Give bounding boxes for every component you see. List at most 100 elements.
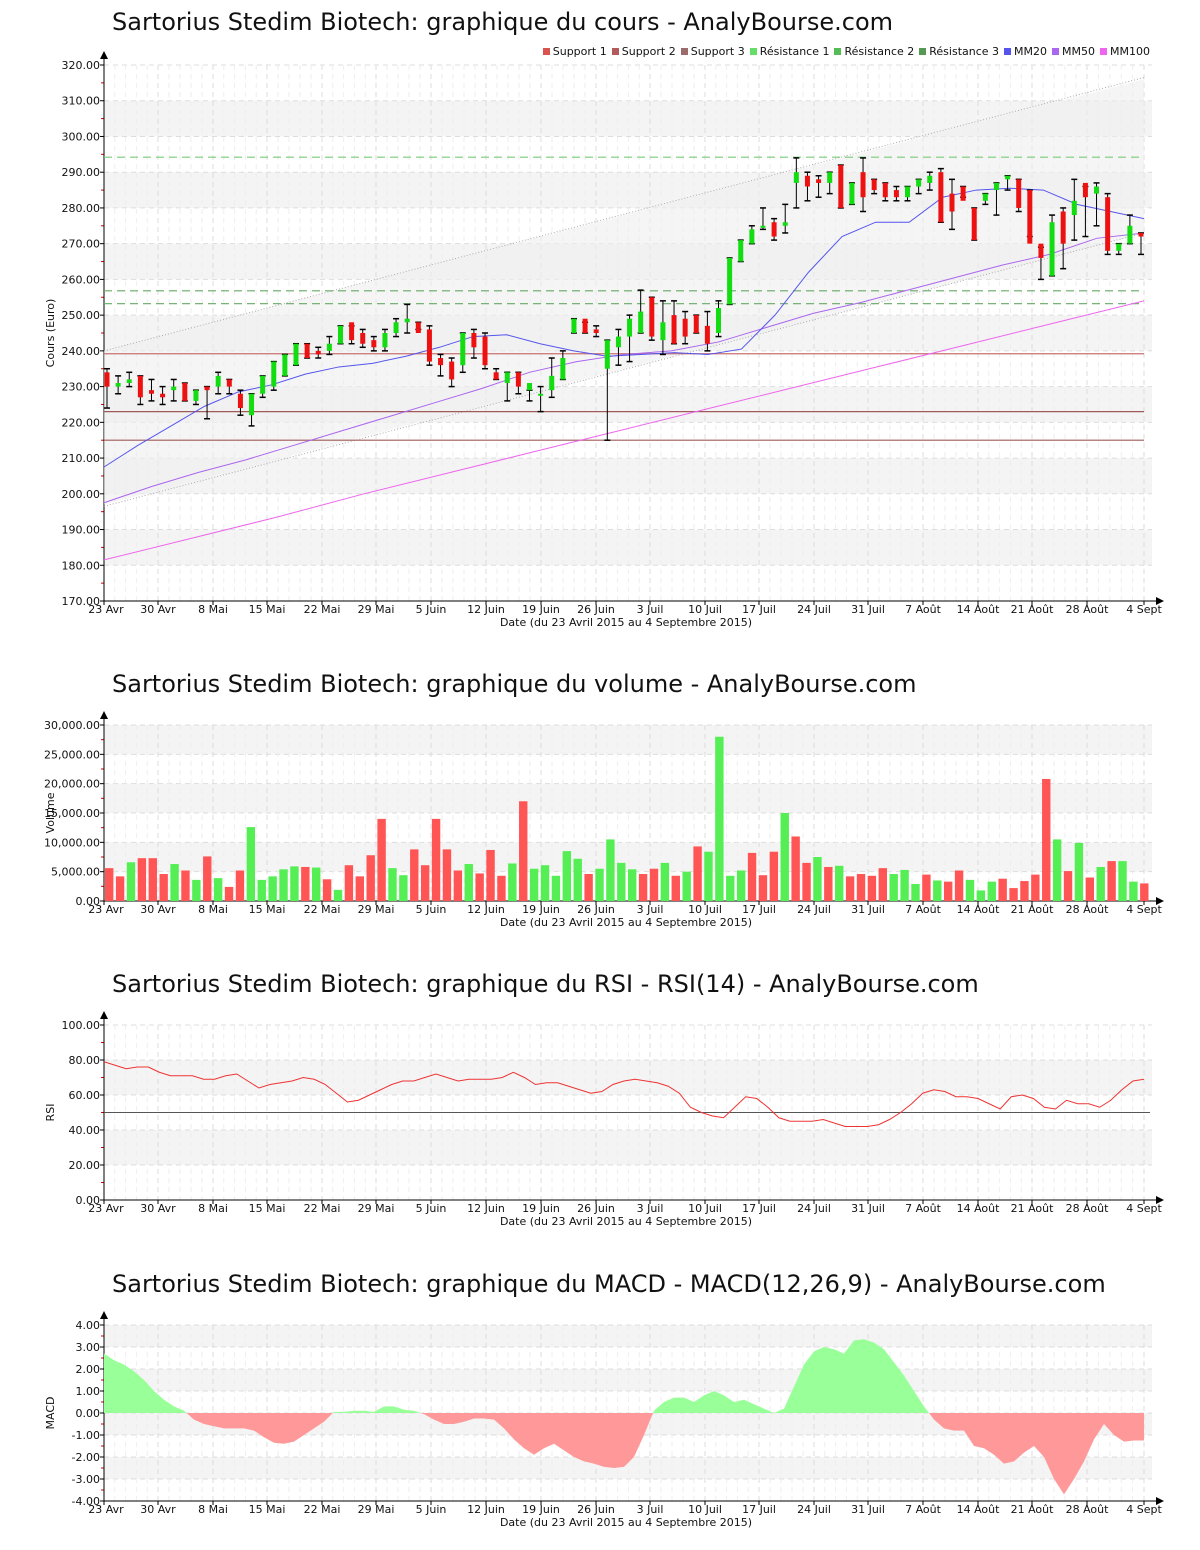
- volume-bar: [584, 874, 593, 901]
- volume-bar: [1042, 778, 1051, 901]
- svg-text:10 Juil: 10 Juil: [688, 1202, 722, 1215]
- volume-bar: [1140, 883, 1149, 901]
- svg-text:80.00: 80.00: [69, 1054, 101, 1067]
- candle: [526, 383, 533, 402]
- svg-text:270.00: 270.00: [62, 238, 101, 251]
- macd-chart-title: Sartorius Stedim Biotech: graphique du M…: [112, 1270, 1106, 1298]
- legend-swatch-icon: [1052, 48, 1060, 55]
- svg-text:240.00: 240.00: [62, 345, 101, 358]
- svg-text:15 Mai: 15 Mai: [249, 903, 286, 916]
- svg-text:180.00: 180.00: [62, 559, 101, 572]
- candle: [370, 335, 377, 352]
- volume-bar: [213, 878, 223, 901]
- svg-text:280.00: 280.00: [62, 202, 101, 215]
- svg-text:200.00: 200.00: [62, 488, 101, 501]
- svg-text:23 Avr: 23 Avr: [88, 1202, 124, 1215]
- price-chart-title: Sartorius Stedim Biotech: graphique du c…: [112, 8, 894, 36]
- volume-bar: [954, 870, 964, 901]
- legend-item: Résistance 1: [749, 45, 829, 58]
- volume-bar: [126, 862, 136, 901]
- volume-bar: [551, 875, 561, 901]
- volume-bar: [715, 736, 724, 901]
- svg-text:29 Mai: 29 Mai: [358, 1202, 395, 1215]
- svg-text:26 Juin: 26 Juin: [577, 1202, 615, 1215]
- candle: [204, 385, 211, 420]
- candle: [126, 371, 133, 388]
- svg-text:5,000.00: 5,000.00: [51, 866, 100, 879]
- candle: [104, 367, 110, 409]
- candle: [637, 289, 644, 334]
- svg-text:7 Août: 7 Août: [905, 903, 942, 916]
- volume-bar: [475, 873, 484, 901]
- volume-bar: [1107, 861, 1116, 901]
- svg-text:RSI: RSI: [44, 1104, 57, 1122]
- svg-text:28 Août: 28 Août: [1066, 1503, 1110, 1516]
- volume-bar: [453, 870, 463, 901]
- svg-text:28 Août: 28 Août: [1066, 903, 1110, 916]
- volume-bar: [911, 883, 920, 901]
- svg-text:320.00: 320.00: [62, 59, 101, 72]
- legend-label: Résistance 3: [929, 45, 1000, 58]
- candle: [671, 300, 678, 345]
- volume-bar: [355, 876, 364, 901]
- volume-bar: [606, 839, 615, 901]
- svg-text:21 Août: 21 Août: [1011, 1503, 1055, 1516]
- candle: [1126, 214, 1133, 245]
- volume-bar: [943, 881, 953, 901]
- svg-text:23 Avr: 23 Avr: [88, 603, 124, 616]
- candle: [904, 185, 911, 202]
- volume-bar: [562, 851, 572, 901]
- volume-bar: [246, 827, 256, 901]
- svg-text:19 Juin: 19 Juin: [522, 1202, 560, 1215]
- candle: [971, 207, 978, 241]
- svg-text:12 Juin: 12 Juin: [467, 1503, 505, 1516]
- svg-text:Date (du 23 Avril 2015 au 4 Se: Date (du 23 Avril 2015 au 4 Septembre 20…: [500, 1516, 752, 1529]
- legend-item: Résistance 3: [919, 45, 999, 58]
- candle: [192, 389, 199, 406]
- volume-bar: [802, 862, 811, 901]
- candle: [948, 178, 955, 231]
- svg-text:8 Mai: 8 Mai: [198, 603, 228, 616]
- candle: [148, 378, 155, 402]
- volume-bar: [889, 874, 898, 901]
- volume-bar: [1096, 866, 1105, 901]
- price-chart: Sartorius Stedim Biotech: graphique du c…: [0, 0, 1200, 640]
- svg-text:260.00: 260.00: [62, 273, 101, 286]
- volume-bar: [519, 801, 528, 901]
- svg-text:17 Juil: 17 Juil: [742, 603, 776, 616]
- volume-bar: [595, 868, 604, 901]
- svg-text:21 Août: 21 Août: [1011, 603, 1055, 616]
- svg-text:Volume: Volume: [44, 792, 57, 833]
- volume-bar: [704, 851, 713, 901]
- volume-bar: [388, 868, 397, 901]
- svg-text:60.00: 60.00: [69, 1089, 101, 1102]
- volume-bar: [856, 874, 866, 901]
- volume-bar: [399, 875, 408, 901]
- svg-text:0.00: 0.00: [76, 1407, 101, 1420]
- candle: [782, 203, 789, 234]
- volume-bar: [442, 849, 452, 901]
- volume-bar: [410, 849, 419, 901]
- candle: [315, 346, 322, 359]
- volume-bar: [922, 874, 931, 901]
- candle: [937, 167, 944, 223]
- candle: [381, 328, 388, 352]
- volume-bar: [671, 875, 680, 901]
- svg-text:3.00: 3.00: [76, 1341, 101, 1354]
- svg-text:17 Juil: 17 Juil: [742, 1503, 776, 1516]
- svg-text:21 Août: 21 Août: [1011, 903, 1055, 916]
- svg-text:10 Juil: 10 Juil: [688, 1503, 722, 1516]
- svg-text:30 Avr: 30 Avr: [140, 1503, 176, 1516]
- svg-text:310.00: 310.00: [62, 95, 101, 108]
- volume-bar: [747, 852, 757, 901]
- volume-chart-title: Sartorius Stedim Biotech: graphique du v…: [112, 670, 917, 698]
- price-chart-plot: 170.00 180.00 190.00 200.00 210.00 220.00 230.…: [44, 51, 1164, 629]
- volume-bar: [1063, 871, 1073, 901]
- candle: [926, 171, 933, 191]
- svg-text:31 Juil: 31 Juil: [851, 1202, 885, 1215]
- volume-bar: [540, 865, 550, 901]
- candle: [593, 325, 600, 338]
- svg-text:14 Août: 14 Août: [957, 1202, 1001, 1215]
- svg-text:5 Juin: 5 Juin: [416, 1202, 447, 1215]
- svg-text:4 Sept: 4 Sept: [1126, 903, 1162, 916]
